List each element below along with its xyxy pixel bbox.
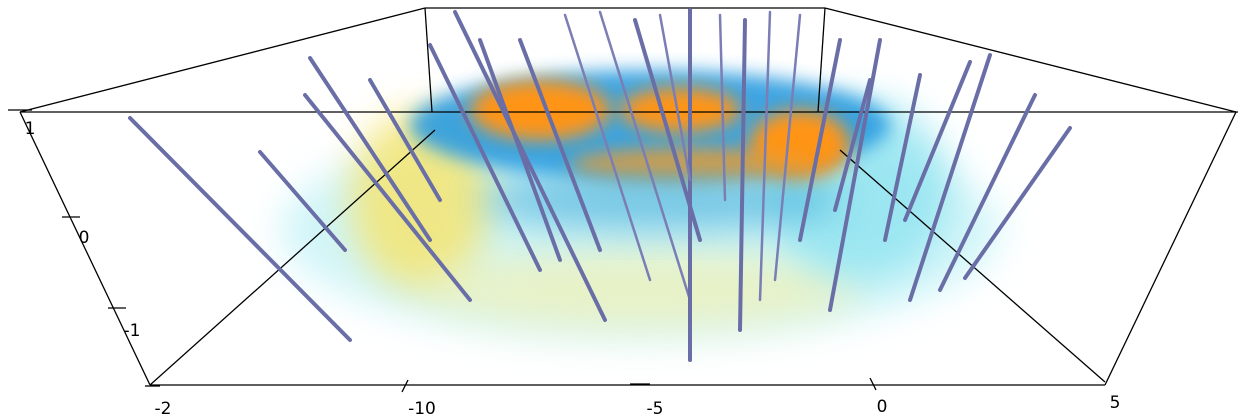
tick-label: -5 <box>647 399 664 419</box>
tick-label: 0 <box>79 228 90 248</box>
tick-label: 1 <box>25 119 36 139</box>
tick-label: 0 <box>877 397 888 417</box>
bottom-axis-labels: -2 -10 -5 0 5 <box>155 393 1121 419</box>
tick-label: -2 <box>155 399 172 419</box>
vertical-axis-labels: 1 0 -1 <box>25 119 141 341</box>
tick-label: -10 <box>408 399 436 419</box>
tick-label: 5 <box>1110 393 1121 413</box>
tick-label: -1 <box>124 321 141 341</box>
wells <box>128 8 1072 362</box>
